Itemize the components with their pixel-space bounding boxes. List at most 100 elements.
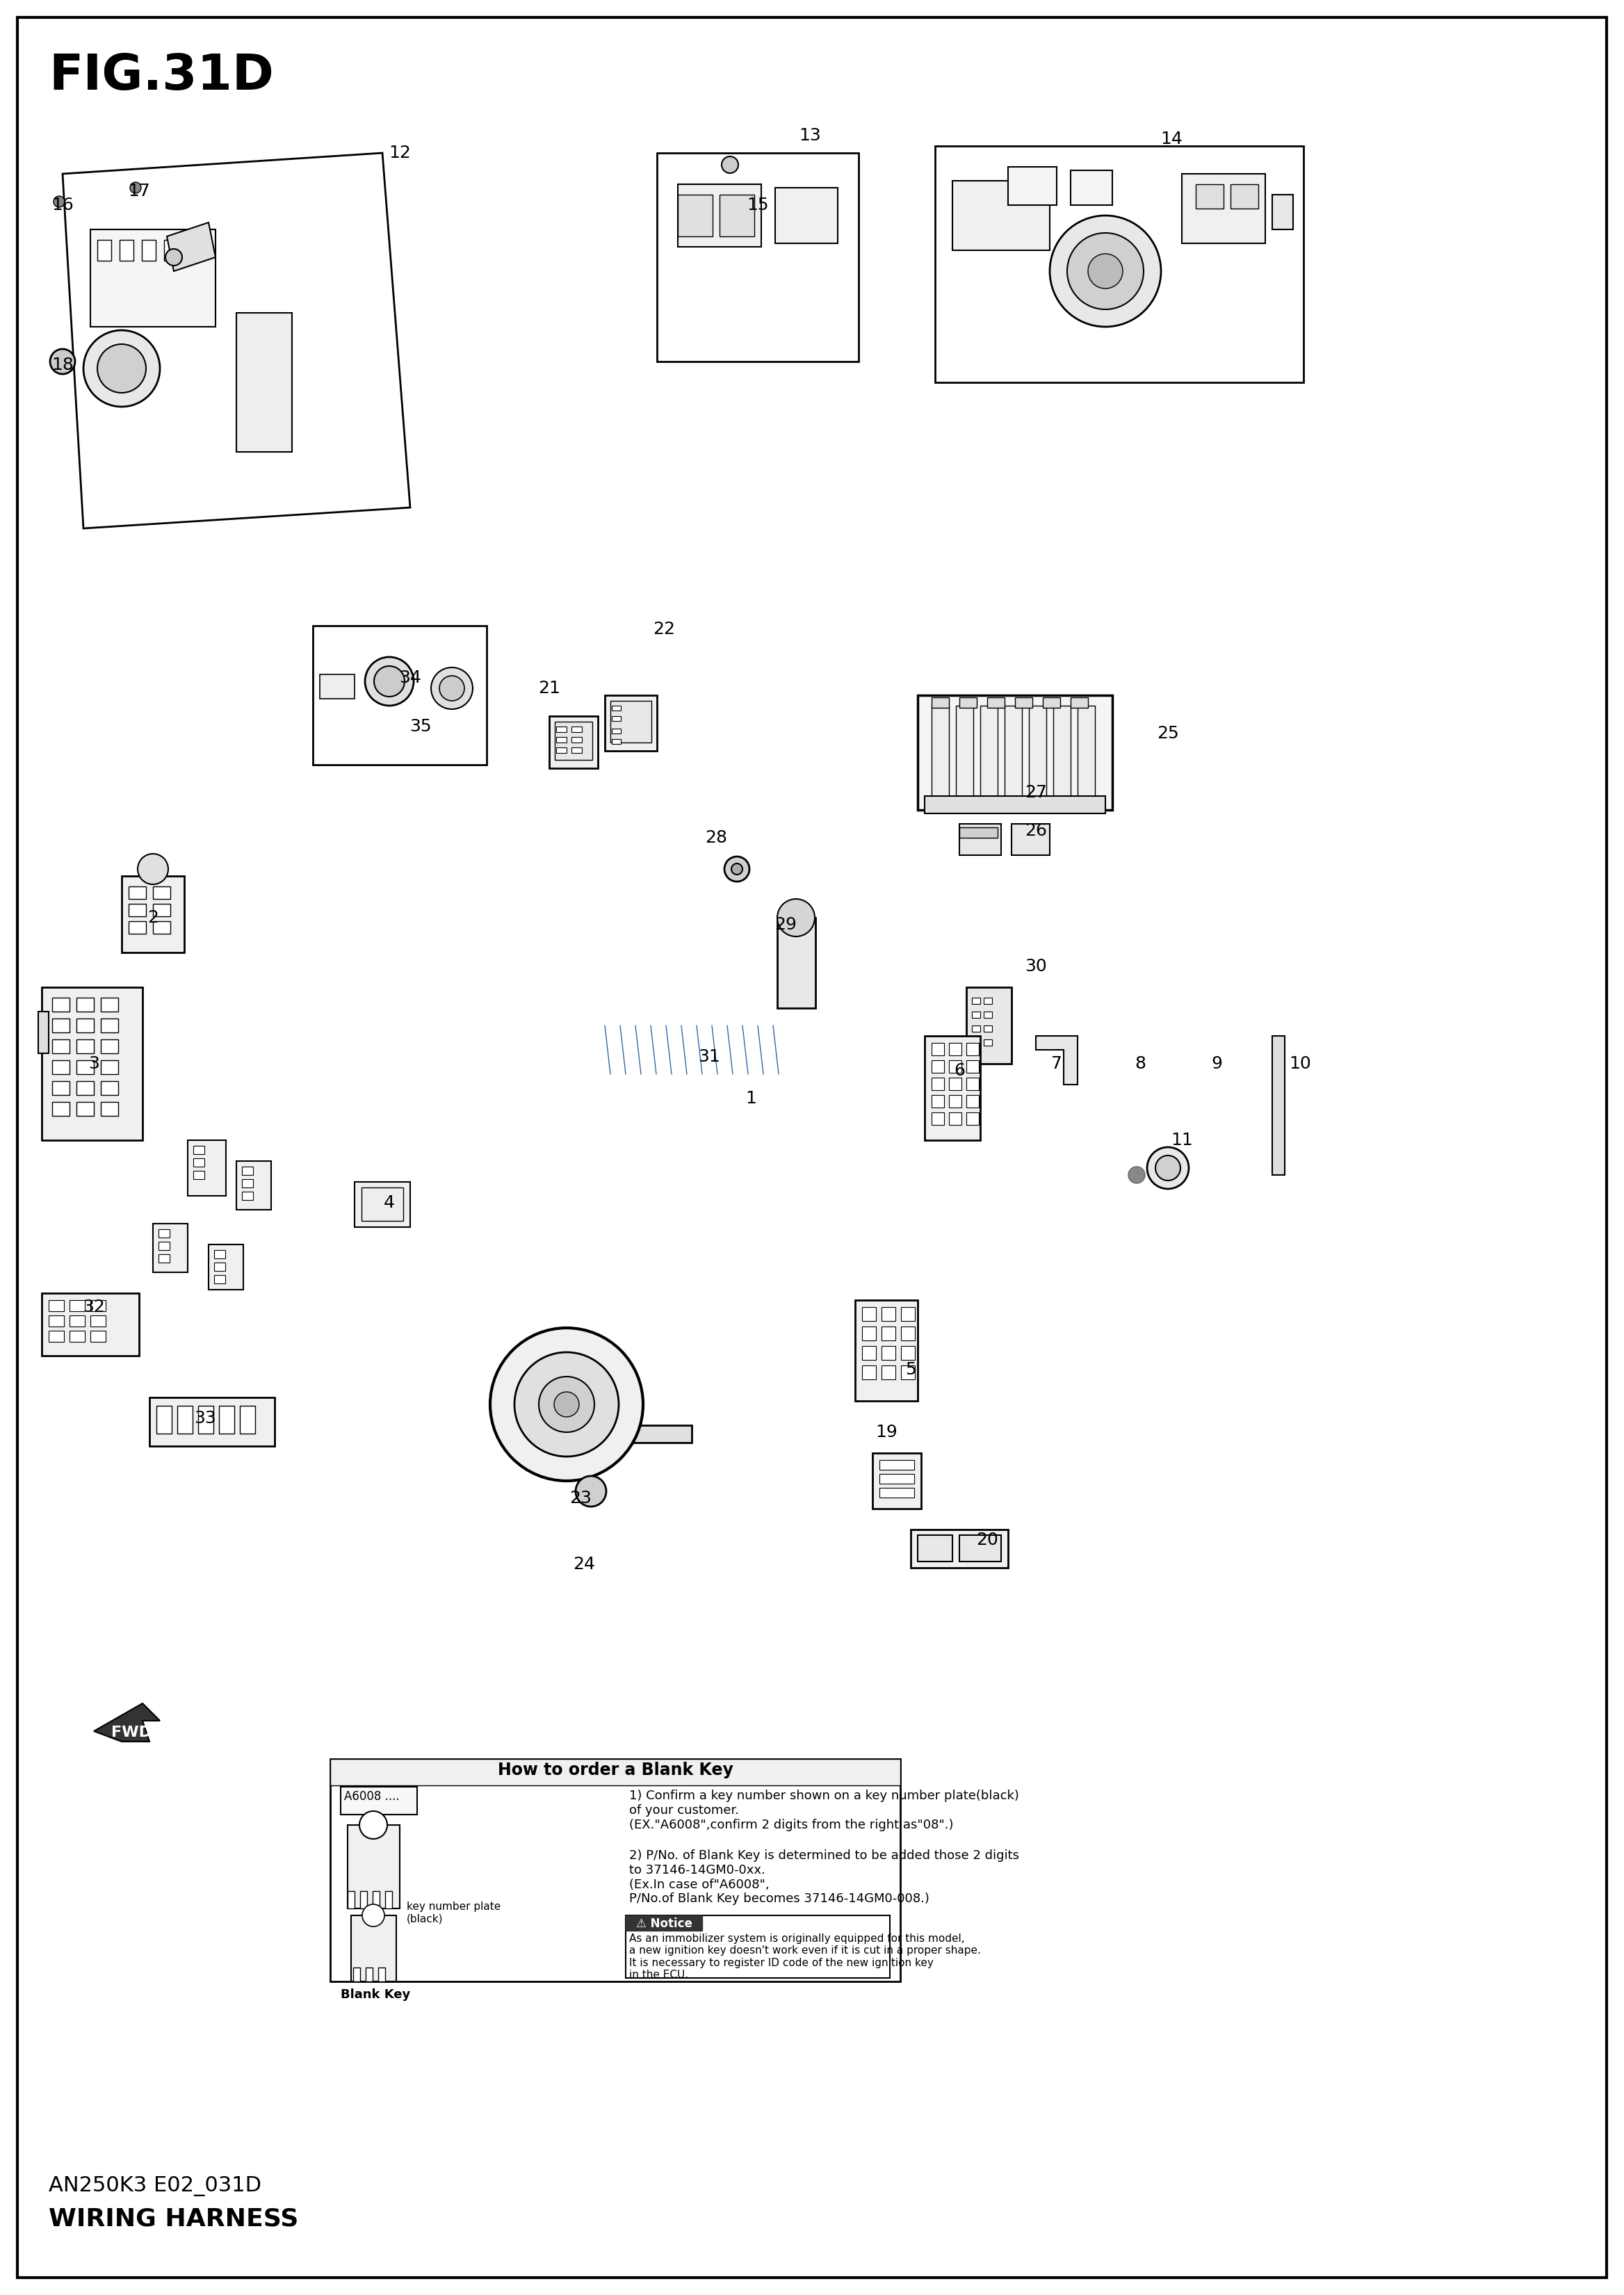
Bar — [960, 1535, 1000, 1561]
Bar — [628, 1425, 692, 1444]
Bar — [214, 1276, 226, 1283]
Circle shape — [721, 156, 739, 172]
Bar — [778, 918, 815, 1008]
Bar — [572, 748, 581, 753]
Bar — [330, 1758, 900, 1981]
Bar — [957, 705, 973, 799]
Bar — [1272, 1035, 1285, 1175]
Bar — [924, 796, 1106, 812]
Bar — [52, 1019, 70, 1033]
Bar — [214, 1262, 226, 1271]
Bar — [901, 1345, 914, 1361]
Bar — [159, 1230, 169, 1237]
Circle shape — [430, 668, 473, 709]
Bar — [122, 877, 184, 952]
Text: key number plate
(black): key number plate (black) — [406, 1903, 500, 1923]
Bar — [872, 1453, 921, 1508]
Bar — [70, 1299, 84, 1310]
Bar — [984, 1012, 992, 1019]
Bar — [101, 1060, 119, 1074]
Bar — [981, 705, 997, 799]
Bar — [966, 1060, 979, 1072]
Bar — [918, 695, 1112, 810]
Bar — [76, 1019, 94, 1033]
Bar — [39, 1012, 49, 1053]
Bar — [42, 987, 143, 1141]
Text: 19: 19 — [875, 1423, 898, 1441]
Bar — [1012, 824, 1049, 856]
Bar — [42, 1292, 140, 1356]
Bar — [188, 1141, 226, 1196]
Text: ⚠ Notice: ⚠ Notice — [637, 1919, 692, 1930]
Text: 16: 16 — [52, 197, 73, 213]
Bar — [91, 230, 216, 326]
Bar — [984, 1040, 992, 1047]
Bar — [352, 1967, 361, 1981]
Bar — [362, 1187, 403, 1221]
Text: 21: 21 — [538, 679, 560, 698]
Bar — [378, 1967, 385, 1981]
Polygon shape — [604, 1026, 624, 1074]
Bar — [159, 1242, 169, 1251]
Bar — [177, 1407, 193, 1434]
Bar — [572, 728, 581, 732]
Bar — [987, 698, 1005, 707]
Bar — [901, 1366, 914, 1379]
Bar — [76, 998, 94, 1012]
Bar — [198, 1407, 213, 1434]
Text: 1) Confirm a key number shown on a key number plate(black)
of your customer.
(EX: 1) Confirm a key number shown on a key n… — [628, 1790, 1020, 1831]
Circle shape — [50, 349, 75, 374]
Bar — [52, 1081, 70, 1095]
Bar — [156, 1407, 172, 1434]
Polygon shape — [758, 1026, 776, 1074]
Bar — [141, 241, 156, 262]
Bar — [924, 1035, 981, 1141]
Bar — [984, 1026, 992, 1033]
Text: 13: 13 — [799, 126, 822, 145]
Text: 4: 4 — [383, 1193, 395, 1212]
Bar — [882, 1345, 895, 1361]
Bar — [128, 920, 146, 934]
Bar — [932, 1079, 944, 1090]
Bar — [153, 904, 171, 916]
Bar — [935, 147, 1304, 383]
Circle shape — [778, 900, 815, 936]
Bar — [555, 737, 567, 744]
Bar — [348, 1891, 354, 1909]
Polygon shape — [94, 1703, 159, 1742]
Text: 20: 20 — [976, 1531, 999, 1549]
Bar — [351, 1916, 396, 1981]
Bar — [361, 1891, 367, 1909]
Bar — [354, 1182, 411, 1228]
Text: 18: 18 — [52, 356, 73, 374]
Bar — [932, 1095, 944, 1108]
Bar — [960, 698, 976, 707]
Text: 6: 6 — [953, 1063, 965, 1079]
Bar — [187, 241, 200, 262]
Polygon shape — [1036, 1035, 1078, 1086]
Bar — [385, 1891, 391, 1909]
Bar — [1272, 195, 1293, 230]
Circle shape — [1067, 232, 1143, 310]
Bar — [1043, 698, 1060, 707]
Bar — [960, 824, 1000, 856]
Bar — [237, 312, 292, 452]
Text: 15: 15 — [747, 197, 768, 213]
Text: 2) P/No. of Blank Key is determined to be added those 2 digits
to 37146-14GM0-0x: 2) P/No. of Blank Key is determined to b… — [628, 1850, 1020, 1905]
Bar — [153, 920, 171, 934]
Polygon shape — [742, 1026, 760, 1074]
Circle shape — [83, 330, 159, 406]
Bar — [932, 1042, 944, 1056]
Polygon shape — [728, 1026, 745, 1074]
Bar — [70, 1331, 84, 1343]
Bar — [1070, 698, 1088, 707]
Text: 7: 7 — [1051, 1056, 1062, 1072]
Circle shape — [554, 1391, 580, 1416]
Bar — [76, 1060, 94, 1074]
Bar — [1015, 698, 1033, 707]
Bar — [52, 1102, 70, 1115]
Text: 12: 12 — [388, 145, 411, 161]
Bar — [612, 739, 620, 744]
Bar — [1195, 184, 1223, 209]
Bar — [164, 241, 179, 262]
